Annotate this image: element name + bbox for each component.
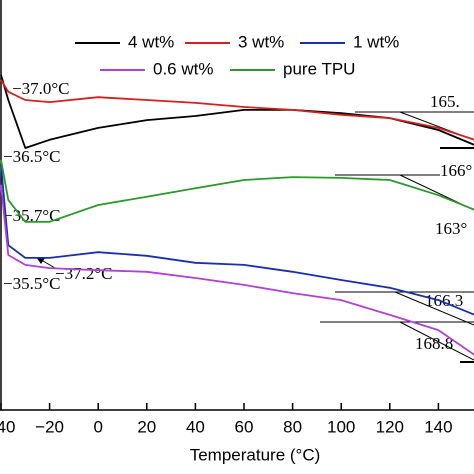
annotation: 163° [435,219,467,238]
legend-label: 4 wt% [128,32,174,51]
annotation: 168.8 [415,334,453,353]
x-axis-label: Temperature (°C) [190,445,321,464]
annotation: 165. [430,92,460,111]
x-tick-label: 80 [283,417,302,436]
legend-label: pure TPU [283,59,355,78]
x-tick-label: 20 [137,417,156,436]
x-tick-label: −40 [0,417,15,436]
legend-label: 0.6 wt% [153,59,213,78]
annotation: −35.5°C [3,274,60,293]
x-tick-label: 160 [473,417,474,436]
annotation: −37.2°C [55,264,112,283]
x-tick-label: 140 [424,417,452,436]
x-tick-label: 120 [376,417,404,436]
x-tick-label: 40 [186,417,205,436]
annotation: 166° [440,161,472,180]
annotation: 166.3 [425,291,463,310]
series-line [0,164,474,316]
series-line [0,159,474,223]
annotation: −37.0°C [12,79,69,98]
x-tick-label: 0 [93,417,102,436]
annotation: −36.5°C [3,147,60,166]
x-tick-label: −20 [35,417,64,436]
series-line [0,184,474,356]
x-tick-label: 60 [235,417,254,436]
tangent-lines [37,111,474,363]
legend-label: 1 wt% [353,32,399,51]
series-line [0,79,474,141]
legend-label: 3 wt% [238,32,284,51]
x-tick-label: 100 [327,417,355,436]
